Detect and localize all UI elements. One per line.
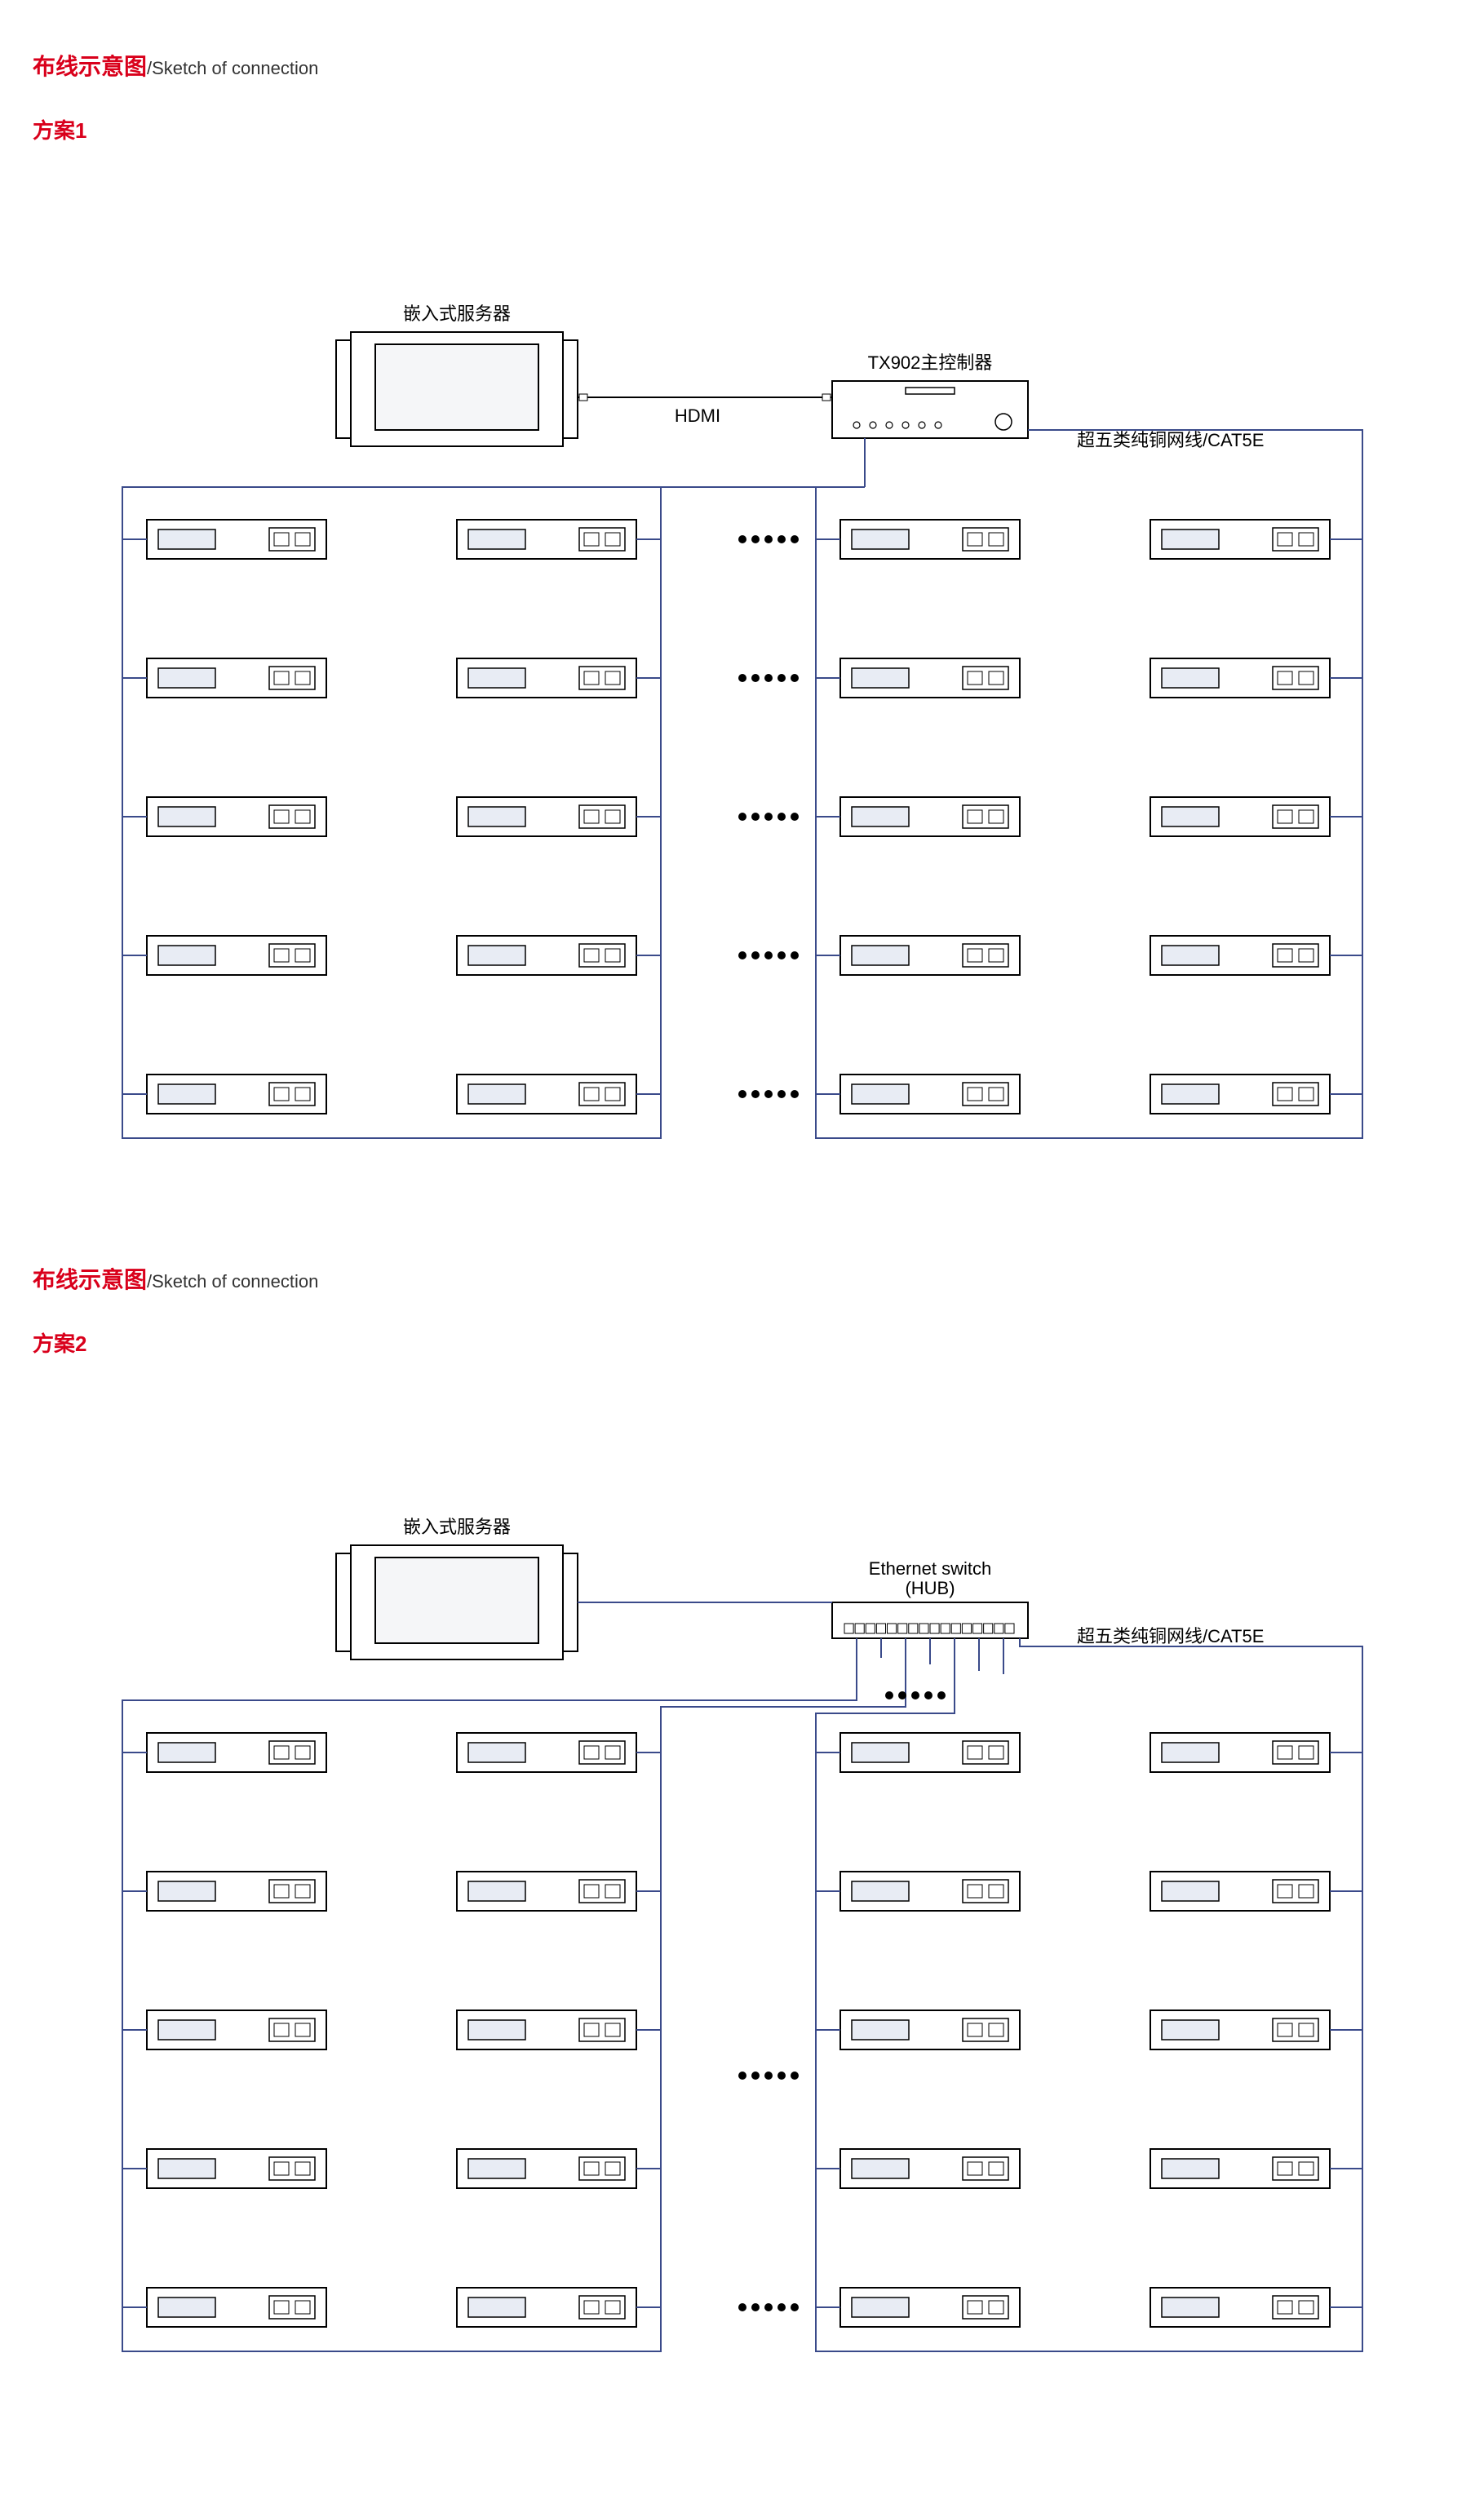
server-label-2: 嵌入式服务器 xyxy=(402,1517,510,1537)
cable-label-2: 超五类纯铜网线/CAT5E xyxy=(1077,1626,1264,1646)
section1-scheme-label: 方案1 xyxy=(33,114,1451,144)
cable-label-1: 超五类纯铜网线/CAT5E xyxy=(1077,430,1264,450)
diagram-scheme1: 嵌入式服务器 TX902主控制器 HDMI 超五类纯铜网线/CAT5E xyxy=(49,169,1436,1164)
section1-title-cn: 布线示意图 xyxy=(33,54,147,79)
hdmi-label: HDMI xyxy=(674,405,720,426)
controller-label: TX902主控制器 xyxy=(867,352,992,373)
section2-heading: 布线示意图/Sketch of connection xyxy=(33,1262,1451,1295)
hub-label-line1: Ethernet switch xyxy=(868,1558,990,1579)
hub-label-line2: (HUB) xyxy=(905,1578,955,1598)
section2-scheme-label: 方案2 xyxy=(33,1327,1451,1358)
section2-title-cn: 布线示意图 xyxy=(33,1267,147,1292)
section2-title-en: /Sketch of connection xyxy=(147,1271,318,1292)
server-label: 嵌入式服务器 xyxy=(402,304,510,324)
diagram-scheme2: 嵌入式服务器 Ethernet switch(HUB) 超五类纯铜网线/CAT5E xyxy=(49,1382,1436,2377)
section1-heading: 布线示意图/Sketch of connection xyxy=(33,49,1451,82)
section1-title-en: /Sketch of connection xyxy=(147,58,318,78)
